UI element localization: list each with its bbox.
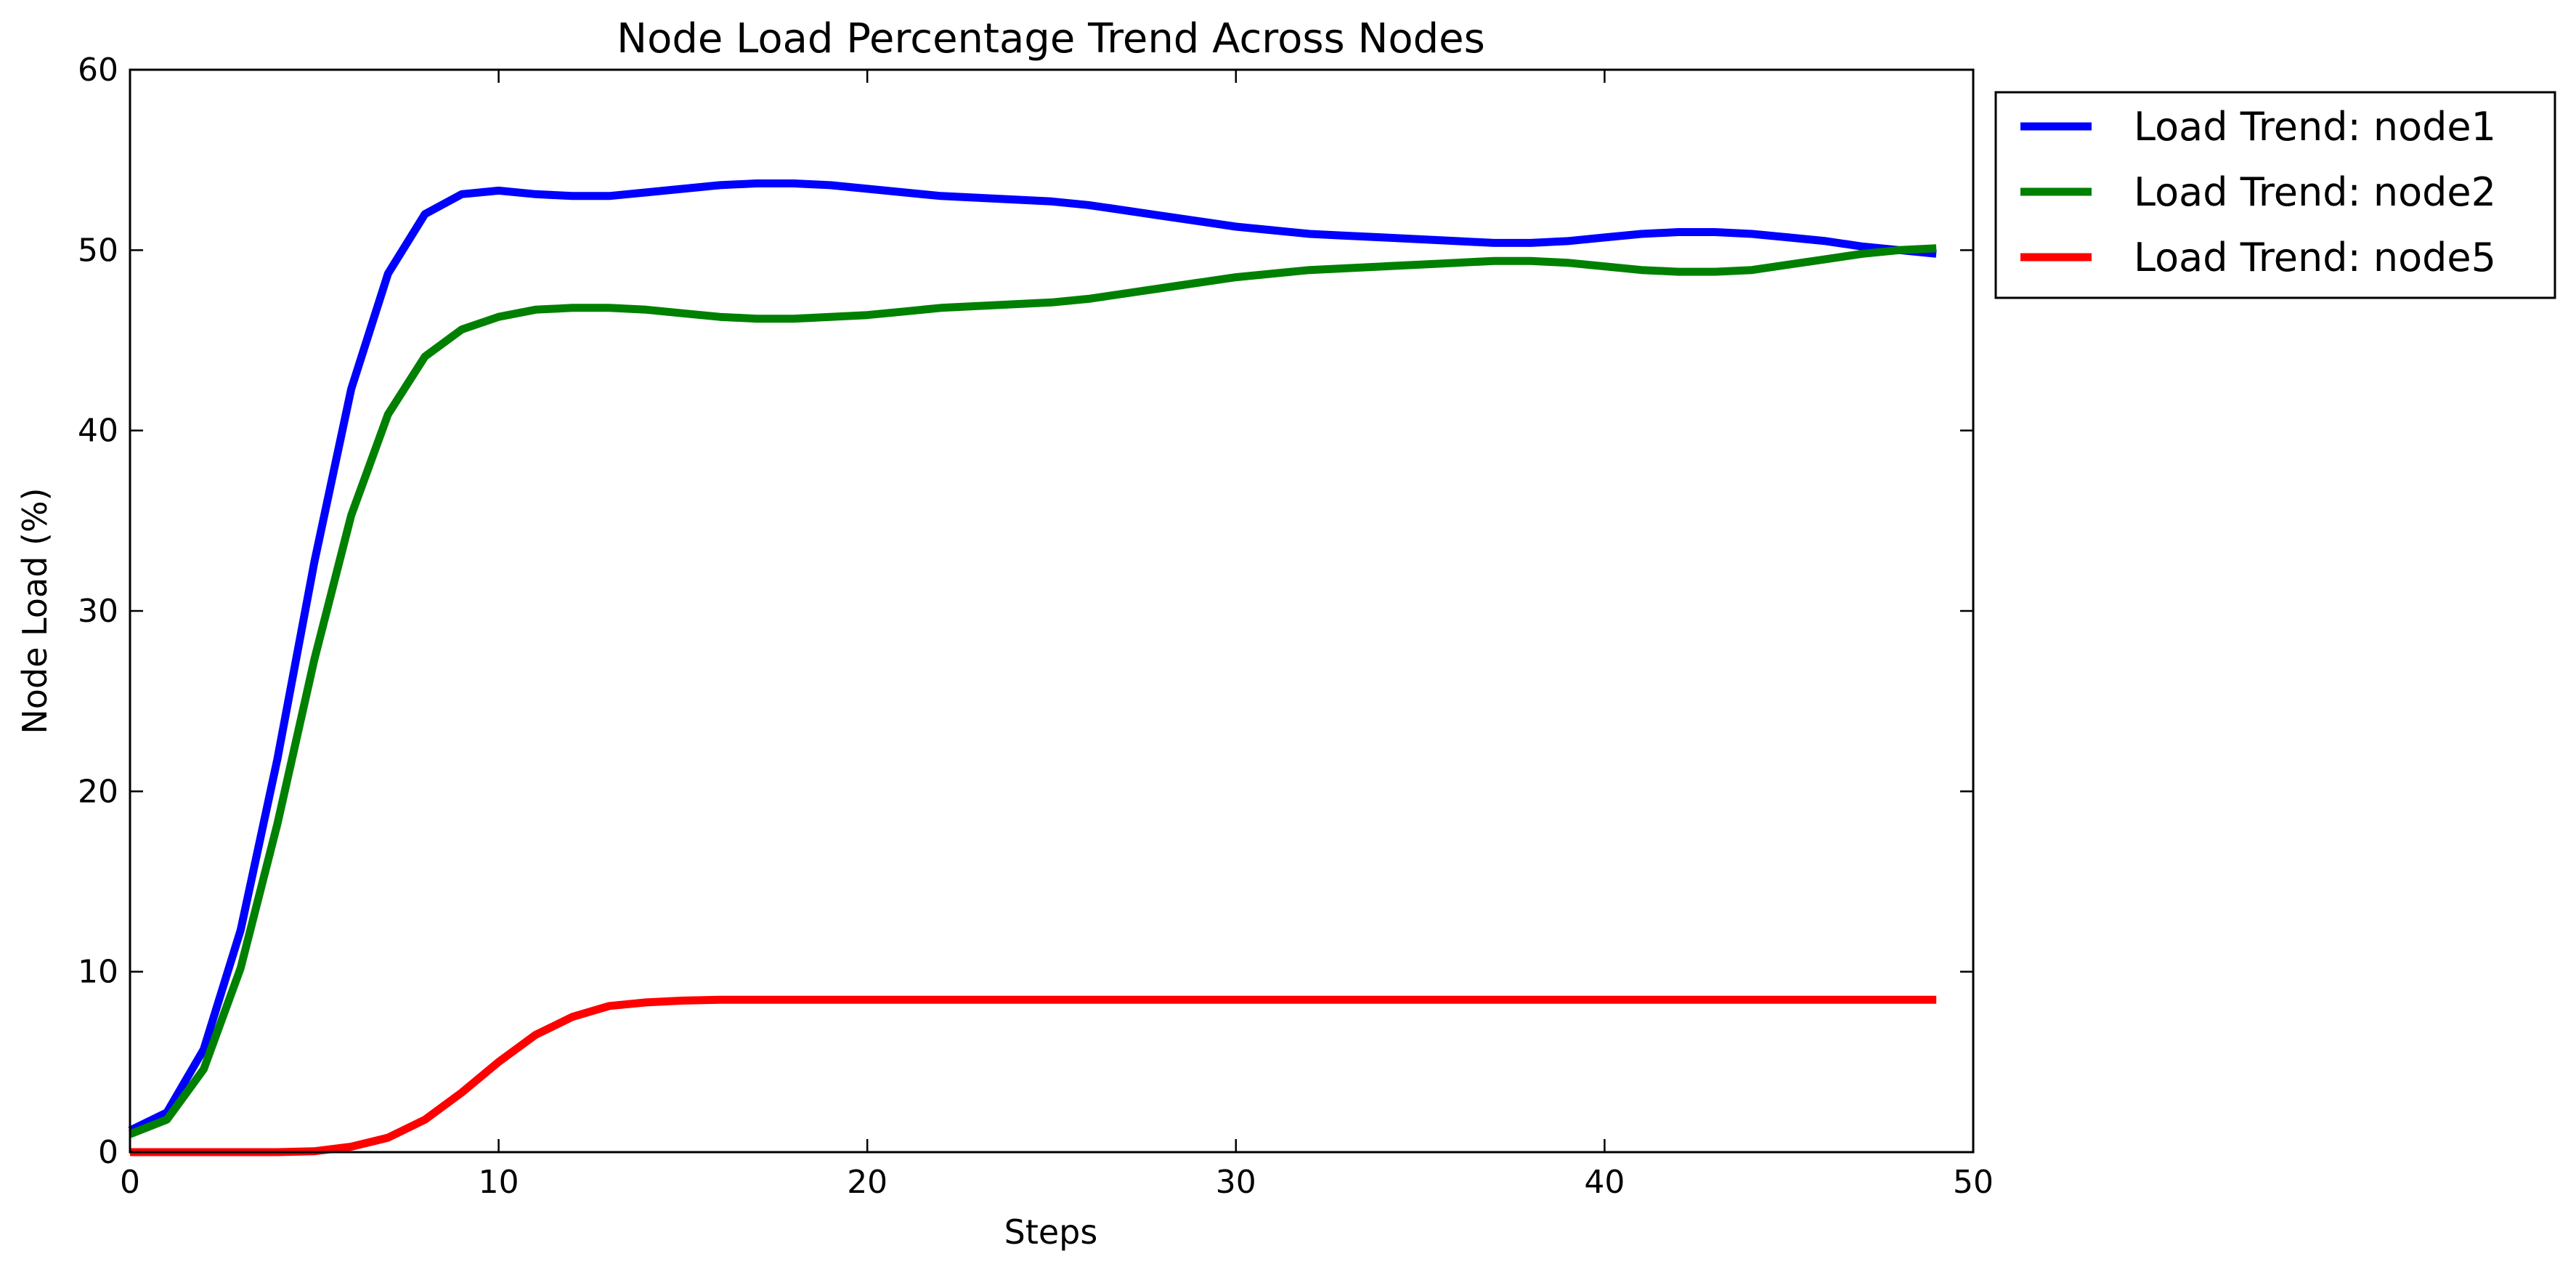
plot-area-frame [129, 68, 1975, 1154]
y-tick-label: 60 [78, 52, 118, 89]
x-tick-label: 50 [1953, 1164, 1994, 1201]
y-tick-label: 0 [98, 1134, 118, 1171]
y-axis-label: Node Load (%) [15, 487, 54, 734]
series-line-3 [130, 995, 1937, 1156]
legend: Load Trend: node1 Load Trend: node2 Load T… [1994, 91, 2556, 299]
series-lines [128, 179, 1937, 1156]
y-tick-label: 30 [78, 593, 118, 630]
x-axis-label: Steps [1004, 1212, 1098, 1252]
x-tick-label: 20 [847, 1164, 887, 1201]
legend-label-2: Load Trend: node2 [2134, 169, 2496, 215]
series-line-1 [128, 179, 1937, 1135]
chart-title: Node Load Percentage Trend Across Nodes [617, 15, 1485, 62]
x-tick-label: 0 [120, 1164, 140, 1201]
x-tick-label: 30 [1216, 1164, 1256, 1201]
y-tick-label: 50 [78, 232, 118, 269]
y-tick-label: 20 [78, 773, 118, 810]
legend-label-3: Load Trend: node5 [2134, 235, 2496, 280]
y-tick-label: 40 [78, 413, 118, 450]
y-tick-label: 10 [78, 954, 118, 991]
series-line-2 [128, 244, 1937, 1138]
x-tick-label: 40 [1584, 1164, 1625, 1201]
x-tick-label: 10 [479, 1164, 519, 1201]
axis-ticks: 0 10 20 30 40 50 0 10 20 30 40 50 60 [78, 52, 1994, 1201]
legend-label-1: Load Trend: node1 [2134, 104, 2496, 150]
